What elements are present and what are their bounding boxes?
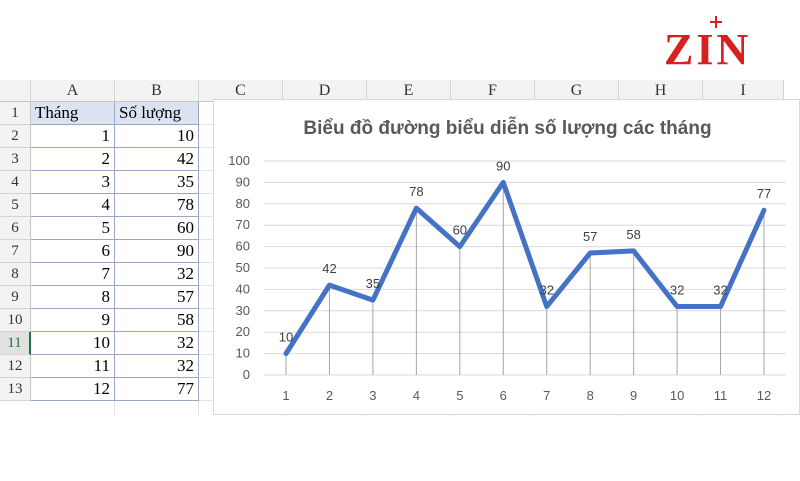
row-header-5[interactable]: 5	[0, 194, 31, 217]
y-tick-label: 20	[236, 324, 250, 339]
row-header-11[interactable]: 11	[0, 332, 31, 355]
data-cell[interactable]: 58	[115, 309, 199, 332]
plus-icon	[710, 16, 722, 28]
data-cell[interactable]: 10	[31, 332, 115, 355]
data-cell[interactable]: 11	[31, 355, 115, 378]
row-header-1[interactable]: 1	[0, 102, 31, 125]
column-header-a[interactable]: A	[31, 80, 115, 102]
row-header-12[interactable]: 12	[0, 355, 31, 378]
y-tick-label: 100	[228, 153, 250, 168]
y-tick-label: 90	[236, 174, 250, 189]
data-cell[interactable]: 1	[31, 125, 115, 148]
y-tick-label: 0	[243, 367, 250, 382]
data-label: 57	[583, 229, 597, 244]
x-tick-label: 6	[500, 388, 507, 403]
data-cell[interactable]: 32	[115, 332, 199, 355]
line-chart[interactable]: Biểu đồ đường biểu diễn số lượng các thá…	[213, 99, 800, 415]
y-tick-label: 60	[236, 239, 250, 254]
x-tick-label: 10	[670, 388, 684, 403]
data-label: 58	[626, 227, 640, 242]
row-header-9[interactable]: 9	[0, 286, 31, 309]
series-line	[283, 179, 767, 357]
y-tick-label: 70	[236, 217, 250, 232]
row-header-8[interactable]: 8	[0, 263, 31, 286]
data-label: 35	[366, 276, 380, 291]
row-header-2[interactable]: 2	[0, 125, 31, 148]
x-tick-label: 11	[714, 388, 728, 403]
data-label: 10	[279, 330, 293, 345]
column-header-b[interactable]: B	[115, 80, 199, 102]
y-tick-label: 40	[236, 281, 250, 296]
row-header-4[interactable]: 4	[0, 171, 31, 194]
data-cell[interactable]: 6	[31, 240, 115, 263]
x-tick-label: 2	[326, 388, 333, 403]
data-cell[interactable]: 3	[31, 171, 115, 194]
data-cell[interactable]: 32	[115, 263, 199, 286]
data-cell[interactable]: 32	[115, 355, 199, 378]
data-cell[interactable]: 9	[31, 309, 115, 332]
data-label: 42	[322, 261, 336, 276]
header-cell-thang[interactable]: Tháng	[31, 102, 115, 125]
data-cell[interactable]: 78	[115, 194, 199, 217]
data-cell[interactable]: 57	[115, 286, 199, 309]
data-cell[interactable]: 4	[31, 194, 115, 217]
data-label: 90	[496, 158, 510, 173]
data-cell[interactable]: 5	[31, 217, 115, 240]
x-tick-label: 5	[456, 388, 463, 403]
logo-text: ZIN	[664, 25, 752, 74]
row-header-6[interactable]: 6	[0, 217, 31, 240]
data-cell[interactable]: 10	[115, 125, 199, 148]
select-all-corner[interactable]	[0, 80, 31, 102]
y-tick-label: 10	[236, 346, 250, 361]
data-label: 32	[713, 283, 727, 298]
data-cell[interactable]: 42	[115, 148, 199, 171]
chart-title: Biểu đồ đường biểu diễn số lượng các thá…	[303, 118, 712, 139]
data-cell[interactable]: 8	[31, 286, 115, 309]
data-cell[interactable]: 12	[31, 378, 115, 401]
x-tick-label: 3	[369, 388, 376, 403]
x-tick-label: 4	[413, 388, 420, 403]
row-header-10[interactable]: 10	[0, 309, 31, 332]
data-cell[interactable]: 2	[31, 148, 115, 171]
x-tick-label: 12	[757, 388, 771, 403]
y-tick-label: 50	[236, 260, 250, 275]
y-tick-label: 30	[236, 303, 250, 318]
data-label: 77	[757, 186, 771, 201]
x-tick-label: 8	[587, 388, 594, 403]
data-label: 78	[409, 184, 423, 199]
row-header-13[interactable]: 13	[0, 378, 31, 401]
row-header-7[interactable]: 7	[0, 240, 31, 263]
header-cell-so-luong[interactable]: Số lượng	[115, 102, 199, 125]
y-tick-label: 80	[236, 196, 250, 211]
data-cell[interactable]: 77	[115, 378, 199, 401]
row-header-3[interactable]: 3	[0, 148, 31, 171]
x-tick-label: 9	[630, 388, 637, 403]
data-label: 32	[539, 283, 553, 298]
data-cell[interactable]: 60	[115, 217, 199, 240]
data-cell[interactable]: 90	[115, 240, 199, 263]
data-cell[interactable]: 35	[115, 171, 199, 194]
data-label: 32	[670, 283, 684, 298]
zin-logo: ZIN	[664, 16, 774, 76]
data-cell[interactable]: 7	[31, 263, 115, 286]
x-tick-label: 1	[282, 388, 289, 403]
x-tick-label: 7	[543, 388, 550, 403]
data-label: 60	[453, 223, 467, 238]
